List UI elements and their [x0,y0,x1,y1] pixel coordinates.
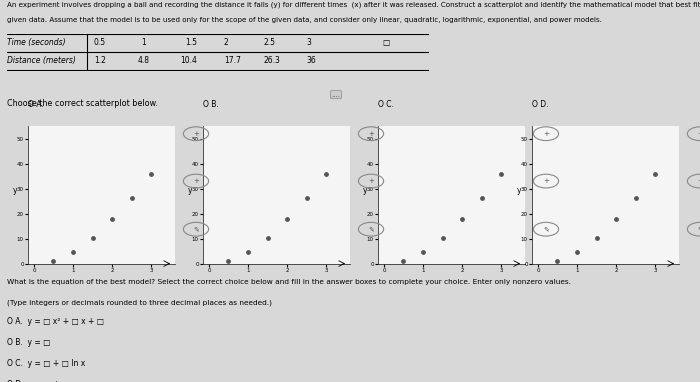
Text: ✎: ✎ [697,226,700,232]
Text: 36: 36 [307,57,316,65]
Point [552,257,563,264]
Text: +: + [697,131,700,137]
Text: +: + [193,131,199,137]
Y-axis label: y: y [517,186,522,195]
Point [106,216,118,222]
Text: ✎: ✎ [368,226,374,232]
Point [398,257,409,264]
Text: 1: 1 [141,38,146,47]
Point [281,216,293,222]
Text: ✎: ✎ [193,226,199,232]
Point [87,235,98,241]
Text: O C.: O C. [378,100,394,109]
Point [48,257,59,264]
Text: O A.  y = □ x² + □ x + □: O A. y = □ x² + □ x + □ [7,317,104,326]
Point [630,195,641,201]
Text: +: + [368,178,374,184]
Text: O D.: O D. [532,100,549,109]
Text: O D.  y = □ + □ x: O D. y = □ + □ x [7,380,76,382]
Point [610,216,622,222]
Text: O A.: O A. [28,100,43,109]
Text: □: □ [382,38,390,47]
Point [242,249,253,255]
Text: 10.4: 10.4 [181,57,197,65]
Point [476,195,487,201]
Point [437,235,448,241]
Text: 26.3: 26.3 [263,57,280,65]
Text: (Type integers or decimals rounded to three decimal places as needed.): (Type integers or decimals rounded to th… [7,300,272,306]
Y-axis label: y: y [188,186,193,195]
Text: Distance (meters): Distance (meters) [7,57,76,65]
Text: Choose the correct scatterplot below.: Choose the correct scatterplot below. [7,99,158,108]
Text: +: + [697,178,700,184]
Point [456,216,468,222]
Text: 4.8: 4.8 [137,57,149,65]
Text: 2: 2 [224,38,229,47]
Point [417,249,428,255]
Text: +: + [193,178,199,184]
Text: +: + [543,131,549,137]
Y-axis label: y: y [13,186,18,195]
Text: An experiment involves dropping a ball and recording the distance it falls (y) f: An experiment involves dropping a ball a… [7,2,700,8]
Text: 1.2: 1.2 [94,57,106,65]
Text: What is the equation of the best model? Select the correct choice below and fill: What is the equation of the best model? … [7,279,571,285]
Text: O B.: O B. [203,100,218,109]
Text: +: + [368,131,374,137]
Text: 3: 3 [307,38,312,47]
Text: ....: .... [332,92,340,98]
Point [126,195,137,201]
Point [591,235,602,241]
Text: 1.5: 1.5 [185,38,197,47]
Text: O B.  y = □: O B. y = □ [7,338,50,347]
Point [496,170,507,176]
Text: O C.  y = □ + □ ln x: O C. y = □ + □ ln x [7,359,85,368]
Text: +: + [543,178,549,184]
Point [146,170,157,176]
Text: 2.5: 2.5 [263,38,275,47]
Point [650,170,661,176]
Point [571,249,582,255]
Point [301,195,312,201]
Y-axis label: y: y [363,186,368,195]
Point [321,170,332,176]
Point [262,235,273,241]
Text: 17.7: 17.7 [224,57,241,65]
Text: 0.5: 0.5 [94,38,106,47]
Text: Time (seconds): Time (seconds) [7,38,66,47]
Point [67,249,78,255]
Text: given data. Assume that the model is to be used only for the scope of the given : given data. Assume that the model is to … [7,17,602,23]
Point [223,257,234,264]
Text: ✎: ✎ [543,226,549,232]
